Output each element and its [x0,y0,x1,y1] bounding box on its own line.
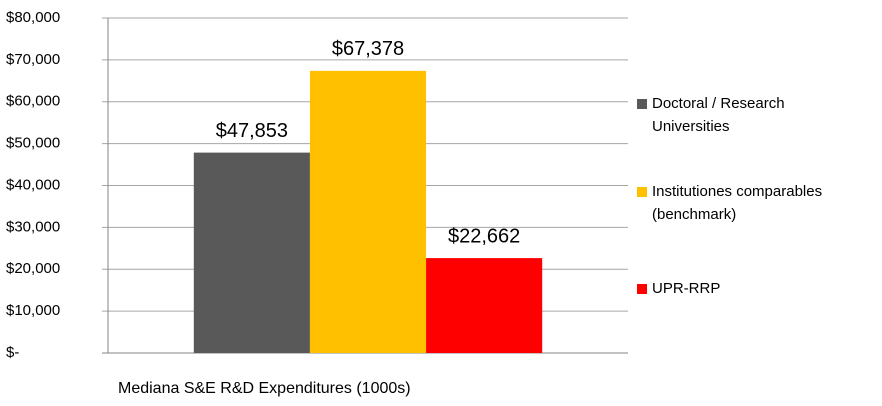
bar [193,152,310,353]
value-label: $47,853 [216,120,288,142]
bar [426,258,543,353]
bar [309,70,427,354]
y-tick-label: $20,000 [6,260,60,277]
y-tick-label: $40,000 [6,176,60,193]
value-label: $22,662 [448,225,520,247]
y-tick-label: $30,000 [6,218,60,235]
y-tick-label: $- [6,344,19,361]
y-tick-label: $60,000 [6,93,60,110]
y-tick-label: $80,000 [6,9,60,26]
legend-swatch [637,99,647,109]
legend-label: Doctoral / Research Universities [652,95,785,135]
legend-swatch [637,284,647,294]
value-label: $67,378 [332,38,404,60]
y-tick-label: $50,000 [6,135,60,152]
x-tick-label: Mediana S&E R&D Expenditures (1000s) [118,380,411,397]
legend-entry: Institutiones comparables (benchmark) [637,180,877,226]
legend-entry: Doctoral / Research Universities [637,92,877,138]
legend-label: UPR-RRP [652,280,721,297]
y-tick-label: $70,000 [6,51,60,68]
legend-entry: UPR-RRP [637,277,877,300]
y-tick-label: $10,000 [6,302,60,319]
legend-swatch [637,187,647,197]
legend-label: Institutiones comparables (benchmark) [652,183,823,223]
